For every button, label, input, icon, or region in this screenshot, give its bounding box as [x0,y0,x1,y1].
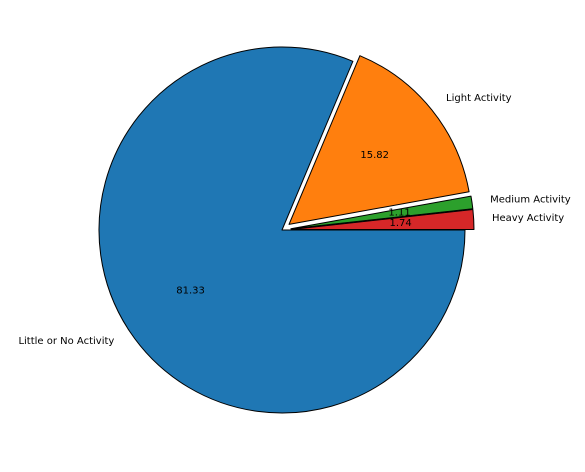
pie-value-label-heavy-activity: 1.74 [389,218,411,229]
pie-category-label-light-activity: Light Activity [446,93,512,104]
pie-value-label-little-or-no-activity: 81.33 [176,285,205,296]
pie-slices [98,46,475,414]
pie-labels: 81.33 Little or No Activity 15.82 Light Act… [18,93,570,347]
pie-slice-heavy-activity [290,209,475,231]
pie-value-label-medium-activity: 1.11 [388,207,410,218]
pie-category-label-medium-activity: Medium Activity [490,194,571,205]
pie-slice-little-or-no-activity [98,46,466,414]
pie-value-label-light-activity: 15.82 [360,150,389,161]
pie-slice-medium-activity [290,195,474,230]
pie-category-label-heavy-activity: Heavy Activity [492,213,564,224]
pie-category-label-little-or-no-activity: Little or No Activity [18,336,114,347]
pie-slice-light-activity [288,55,470,225]
